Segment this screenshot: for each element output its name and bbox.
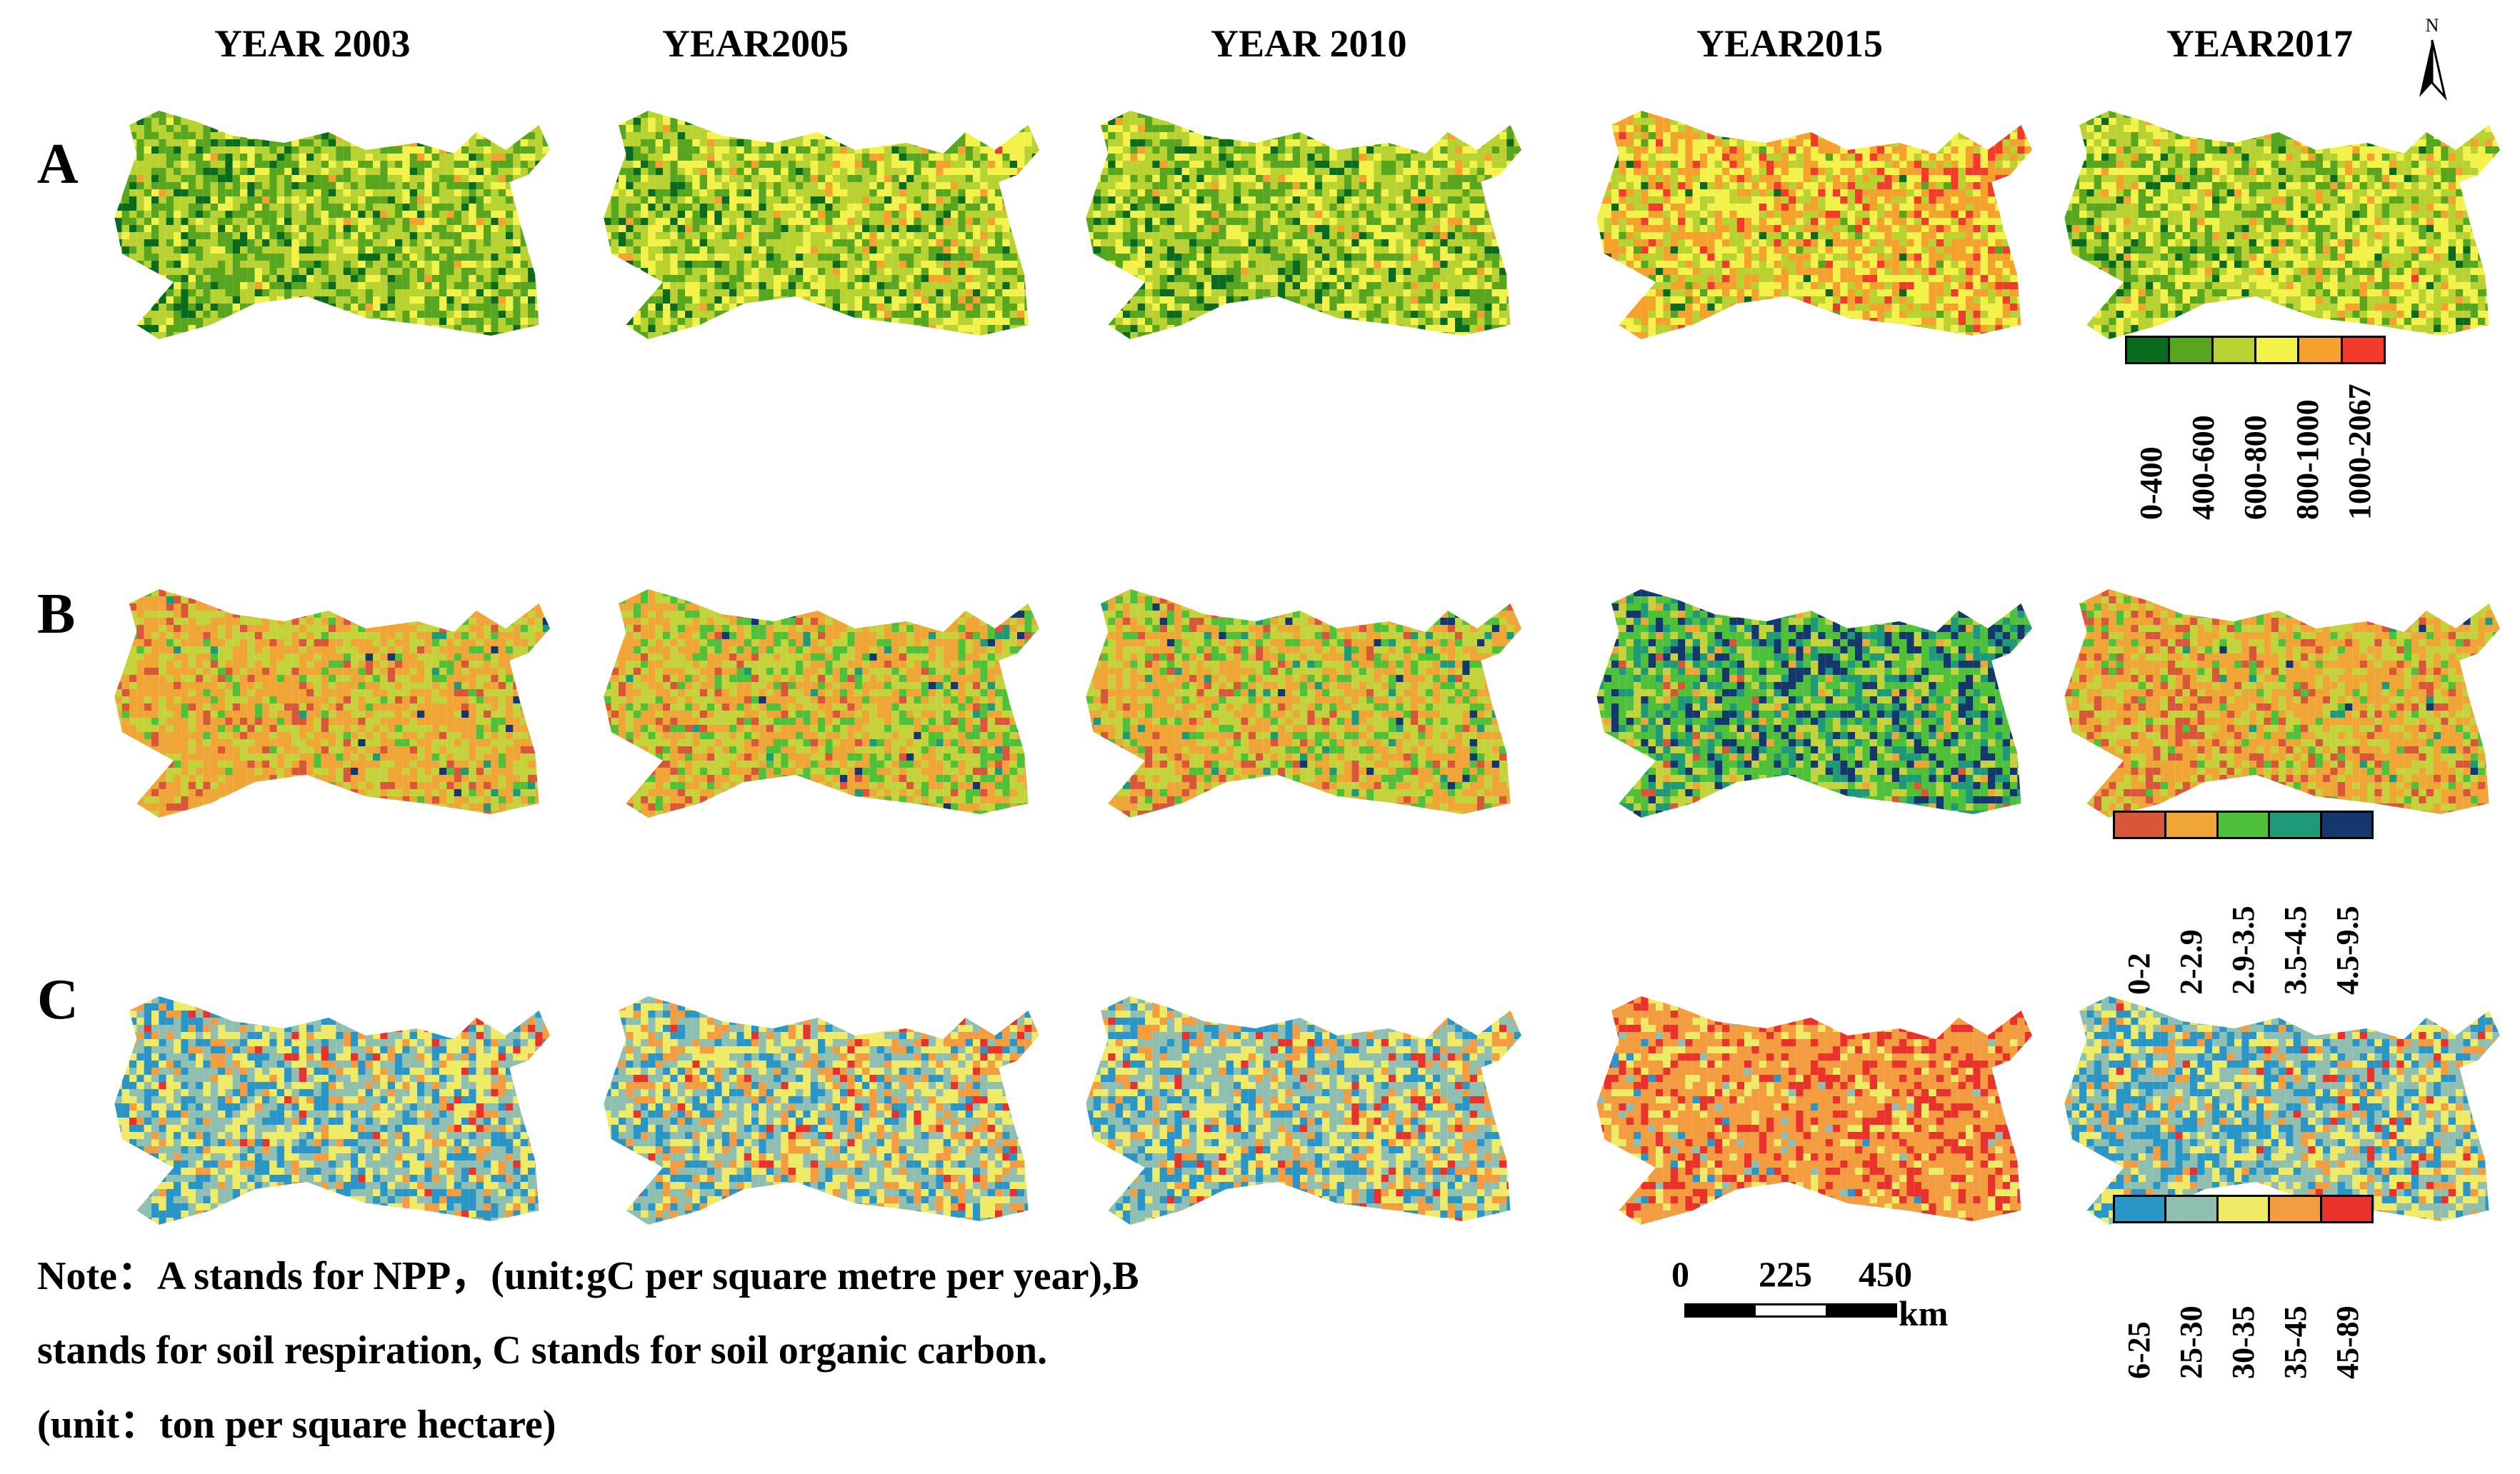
map-panel-b-3 <box>1589 589 2032 818</box>
legend-label: 800-1000 <box>2281 370 2334 520</box>
legend-swatch <box>2170 338 2214 362</box>
legend-swatch <box>2270 813 2322 837</box>
legend-swatch <box>2218 1197 2271 1221</box>
legend-swatch <box>2213 338 2256 362</box>
scale-tick-0: 0 <box>1671 1253 1689 1295</box>
map-panel-a-1 <box>596 111 1039 339</box>
legend-npp: 0-400 400-600 600-800 800-1000 1000-2067 <box>2125 336 2386 520</box>
legend-swatch <box>2115 1197 2167 1221</box>
map-panel-c-2 <box>1079 996 1521 1225</box>
legend-soil-respiration: 0-2 2-2.9 2.9-3.5 3.5-4.5 4.5-9.5 <box>2113 811 2374 995</box>
map-panel-c-0 <box>107 996 550 1225</box>
scale-tick-225: 225 <box>1759 1253 1812 1295</box>
legend-swatch <box>2299 338 2343 362</box>
legend-swatch <box>2166 813 2219 837</box>
legend-label: 6-25 <box>2113 1229 2165 1379</box>
year-header-2010: YEAR 2010 <box>1211 21 1407 66</box>
legend-label: 0-2 <box>2113 845 2165 995</box>
map-panel-c-3 <box>1589 996 2032 1225</box>
figure-note: Note：A stands for NPP，(unit:gC per squar… <box>37 1239 1530 1462</box>
legend-label: 0-400 <box>2125 370 2177 520</box>
legend-swatch <box>2342 338 2384 362</box>
legend-label: 400-600 <box>2177 370 2229 520</box>
year-header-2015: YEAR2015 <box>1696 21 1883 66</box>
legend-swatch <box>2218 813 2271 837</box>
scale-unit: km <box>1899 1293 1948 1334</box>
year-header-2005: YEAR2005 <box>662 21 849 66</box>
map-panel-a-3 <box>1589 111 2032 339</box>
north-arrow-icon: N <box>2411 11 2454 104</box>
legend-label: 25-30 <box>2165 1229 2217 1379</box>
map-panel-a-4 <box>2057 111 2500 339</box>
row-label-c: C <box>37 968 79 1033</box>
legend-label: 35-45 <box>2269 1229 2321 1379</box>
legend-swatch <box>2321 1197 2372 1221</box>
map-panel-a-2 <box>1079 111 1521 339</box>
legend-label: 600-800 <box>2229 370 2281 520</box>
legend-swatch <box>2115 813 2167 837</box>
note-line-1: Note：A stands for NPP，(unit:gC per squar… <box>37 1239 1530 1313</box>
legend-soil-organic-carbon: 6-25 25-30 30-35 35-45 45-89 <box>2113 1195 2374 1379</box>
legend-label: 3.5-4.5 <box>2269 845 2321 995</box>
legend-label: 30-35 <box>2217 1229 2269 1379</box>
legend-label: 4.5-9.5 <box>2321 845 2374 995</box>
scale-tick-450: 450 <box>1859 1253 1912 1295</box>
map-panel-b-1 <box>596 589 1039 818</box>
year-header-2017: YEAR2017 <box>2166 21 2353 66</box>
legend-swatch <box>2321 813 2372 837</box>
legend-swatch <box>2166 1197 2219 1221</box>
map-panel-c-1 <box>596 996 1039 1225</box>
legend-label: 45-89 <box>2321 1229 2374 1379</box>
legend-label: 2-2.9 <box>2165 845 2217 995</box>
legend-swatch <box>2256 338 2300 362</box>
map-panel-b-4 <box>2057 589 2500 818</box>
note-line-3: (unit：ton per square hectare) <box>37 1388 1530 1462</box>
row-label-a: A <box>37 132 79 197</box>
year-header-2003: YEAR 2003 <box>214 21 411 66</box>
scale-bar: 0 225 450 km <box>1671 1253 1986 1339</box>
legend-label: 2.9-3.5 <box>2217 845 2269 995</box>
map-panel-b-2 <box>1079 589 1521 818</box>
north-label: N <box>2426 15 2439 36</box>
note-line-2: stands for soil respiration, C stands fo… <box>37 1313 1530 1388</box>
map-panel-b-0 <box>107 589 550 818</box>
row-label-b: B <box>37 582 75 647</box>
map-panel-c-4 <box>2057 996 2500 1225</box>
map-panel-a-0 <box>107 111 550 339</box>
legend-swatch <box>2127 338 2171 362</box>
legend-label: 1000-2067 <box>2334 370 2386 520</box>
legend-swatch <box>2270 1197 2322 1221</box>
